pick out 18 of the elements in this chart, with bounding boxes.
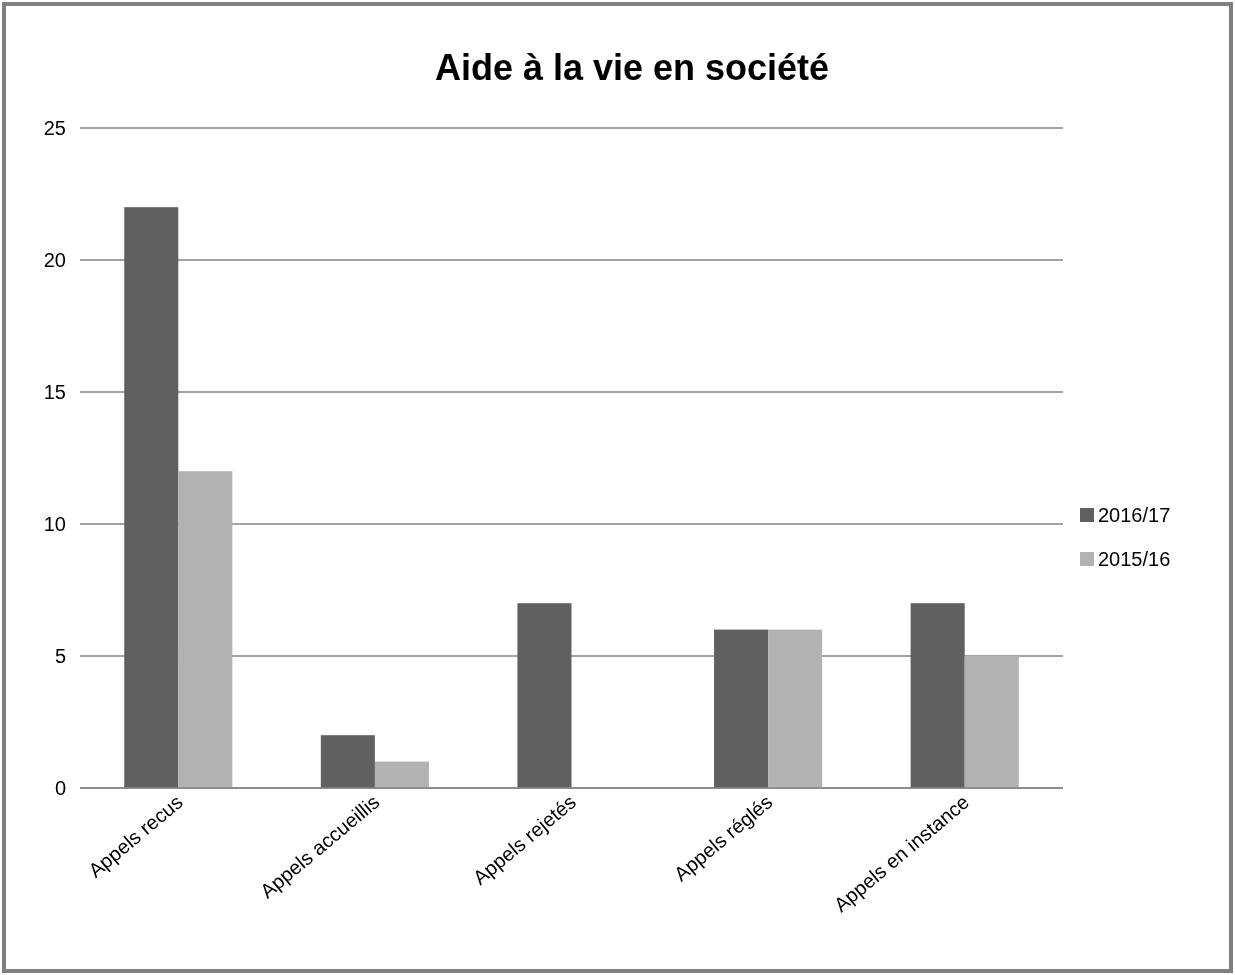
bar (320, 735, 375, 788)
chart-title: Aide à la vie en société (434, 47, 830, 88)
legend-label: 2015/16 (1098, 548, 1171, 570)
y-tick-label: 25 (43, 116, 66, 139)
bar (910, 603, 965, 788)
bar (374, 761, 429, 788)
bar (124, 207, 179, 788)
bar (768, 629, 823, 788)
y-tick-label: 5 (54, 644, 66, 667)
bar (178, 471, 233, 788)
legend-label: 2016/17 (1098, 504, 1171, 526)
bar (964, 656, 1019, 788)
y-tick-label: 15 (43, 380, 66, 403)
y-tick-label: 10 (43, 512, 66, 535)
y-tick-label: 0 (54, 776, 66, 799)
bar (714, 629, 769, 788)
bar (517, 603, 572, 788)
y-tick-label: 20 (43, 248, 66, 271)
